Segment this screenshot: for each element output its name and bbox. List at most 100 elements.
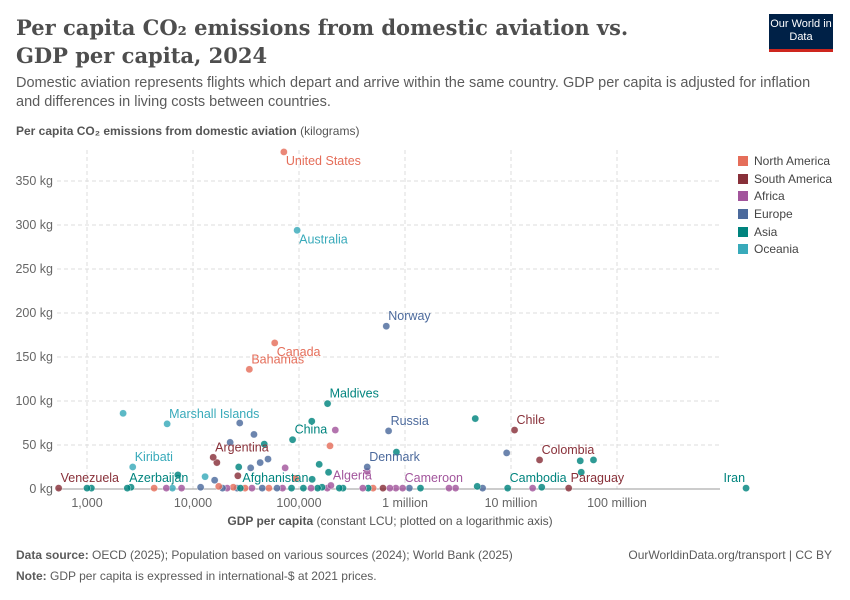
data-point[interactable]	[162, 484, 171, 492]
point-label: Colombia	[542, 443, 595, 457]
data-point[interactable]	[150, 484, 158, 492]
data-point[interactable]	[537, 483, 546, 492]
legend-label: Asia	[754, 224, 778, 239]
data-point[interactable]	[281, 464, 289, 472]
point-label: Argentina	[215, 440, 269, 454]
data-point[interactable]	[323, 399, 332, 408]
data-point[interactable]	[210, 476, 219, 485]
data-point[interactable]	[299, 484, 308, 492]
y-tick-label: 350 kg	[15, 174, 53, 188]
x-tick-label: 100 million	[587, 496, 647, 510]
data-point[interactable]	[54, 484, 63, 492]
data-point[interactable]	[307, 484, 315, 492]
legend-swatch	[738, 173, 748, 184]
data-point[interactable]	[287, 484, 296, 492]
data-point[interactable]	[363, 463, 372, 471]
point-label: Azerbaijan	[129, 471, 188, 485]
footer-url[interactable]: OurWorldinData.org/transport | CC BY	[628, 548, 832, 562]
data-point[interactable]	[174, 471, 182, 479]
data-point[interactable]	[234, 463, 243, 471]
data-point[interactable]	[236, 484, 245, 492]
data-point[interactable]	[246, 464, 255, 472]
data-point[interactable]	[324, 468, 333, 477]
data-point[interactable]	[327, 481, 335, 490]
data-point[interactable]	[326, 442, 334, 450]
data-point[interactable]	[528, 484, 537, 492]
note-text: GDP per capita is expressed in internati…	[50, 569, 377, 583]
y-axis-label-bold: Per capita CO₂ emissions from domestic a…	[16, 124, 297, 138]
data-point[interactable]	[163, 420, 171, 428]
data-point[interactable]	[213, 458, 221, 467]
data-point[interactable]	[245, 365, 254, 374]
data-point[interactable]	[177, 484, 186, 492]
data-point[interactable]	[471, 414, 480, 423]
data-point[interactable]	[386, 484, 394, 492]
data-point[interactable]	[315, 460, 323, 469]
data-point[interactable]	[250, 430, 258, 439]
legend-item[interactable]: South America	[738, 170, 832, 188]
data-point[interactable]	[196, 483, 205, 492]
point-label: Marshall Islands	[169, 407, 259, 421]
point-label: Chile	[517, 413, 546, 427]
data-point[interactable]	[382, 322, 391, 331]
data-point[interactable]	[379, 484, 387, 492]
data-point[interactable]	[288, 435, 297, 444]
data-point[interactable]	[226, 438, 234, 447]
data-point[interactable]	[280, 148, 288, 156]
data-point[interactable]	[313, 484, 322, 492]
data-point[interactable]	[384, 427, 393, 435]
data-point[interactable]	[256, 458, 264, 467]
data-point[interactable]	[273, 484, 281, 492]
data-point[interactable]	[119, 409, 127, 418]
data-point[interactable]	[308, 475, 316, 484]
point-label: Paraguay	[571, 471, 625, 485]
data-point[interactable]	[214, 482, 223, 491]
owid-logo[interactable]: Our World in Data	[769, 14, 833, 52]
data-point[interactable]	[473, 482, 482, 491]
legend-item[interactable]: Africa	[738, 187, 832, 205]
data-point[interactable]	[270, 339, 279, 347]
legend-item[interactable]: Oceania	[738, 240, 832, 258]
data-point[interactable]	[502, 449, 511, 457]
data-point[interactable]	[503, 484, 512, 492]
data-point[interactable]	[209, 453, 217, 462]
data-point[interactable]	[416, 484, 425, 492]
data-point[interactable]	[293, 226, 301, 235]
data-point[interactable]	[123, 484, 132, 492]
data-point[interactable]	[589, 456, 598, 464]
x-tick-label: 100,000	[276, 496, 321, 510]
data-point[interactable]	[235, 419, 244, 427]
data-point[interactable]	[510, 426, 519, 434]
data-point[interactable]	[398, 484, 407, 492]
legend-item[interactable]: Asia	[738, 223, 832, 241]
data-point[interactable]	[307, 417, 316, 426]
data-point[interactable]	[265, 484, 273, 492]
legend: North America South America Africa Europe As…	[738, 152, 832, 258]
data-point[interactable]	[260, 440, 269, 448]
data-point[interactable]	[576, 457, 585, 465]
legend-swatch	[738, 208, 748, 219]
data-point[interactable]	[264, 455, 272, 463]
data-point[interactable]	[128, 463, 137, 471]
data-point[interactable]	[248, 484, 256, 492]
y-axis-label-unit: (kilograms)	[300, 124, 360, 138]
data-point[interactable]	[564, 484, 573, 492]
legend-item[interactable]: North America	[738, 152, 832, 170]
legend-item[interactable]: Europe	[738, 205, 832, 223]
data-point[interactable]	[335, 484, 344, 492]
data-point[interactable]	[445, 484, 453, 492]
data-point[interactable]	[535, 456, 544, 464]
data-point[interactable]	[331, 426, 340, 434]
data-point[interactable]	[258, 484, 267, 492]
data-point[interactable]	[291, 474, 300, 483]
data-point[interactable]	[359, 484, 367, 492]
data-point[interactable]	[392, 448, 401, 456]
data-point[interactable]	[83, 484, 91, 492]
legend-swatch	[738, 155, 748, 166]
data-point[interactable]	[201, 472, 209, 481]
data-point[interactable]	[742, 484, 750, 492]
data-point[interactable]	[577, 468, 586, 477]
data-point[interactable]	[451, 484, 460, 492]
data-point[interactable]	[234, 471, 242, 480]
data-point[interactable]	[405, 484, 414, 492]
